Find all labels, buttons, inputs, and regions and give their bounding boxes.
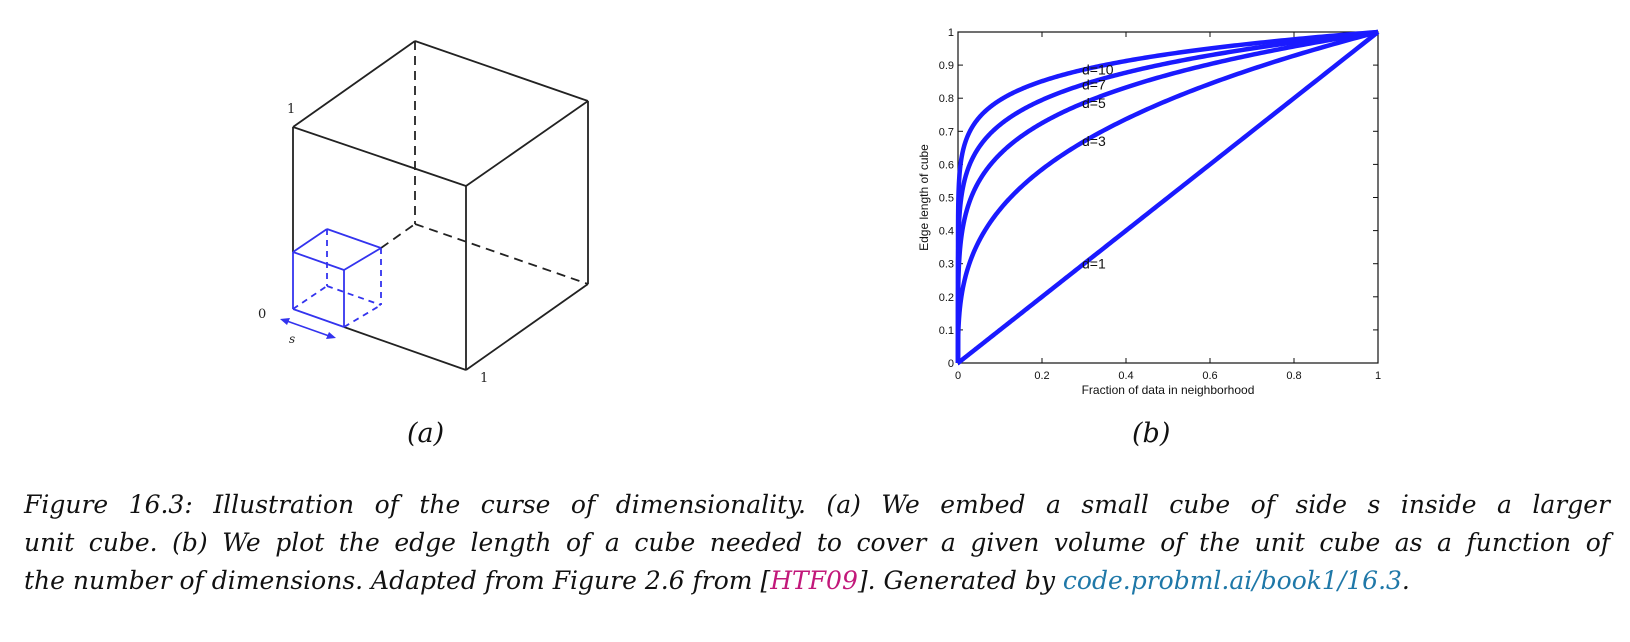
annotation-d-10: d=10 bbox=[1082, 62, 1114, 78]
small-hidden-edge bbox=[343, 304, 382, 328]
curve-d-1 bbox=[955, 30, 1380, 366]
x-tick-label: 0 bbox=[955, 370, 961, 382]
side-s-arrow bbox=[280, 318, 336, 339]
y-tick-label: 0 bbox=[948, 358, 954, 370]
large-cube-edge bbox=[292, 126, 467, 187]
sublabel-a: (a) bbox=[407, 418, 445, 449]
hidden-edge bbox=[414, 223, 589, 285]
x-tick-label: 0.2 bbox=[1034, 370, 1049, 382]
large-cube-edge bbox=[465, 100, 589, 187]
annotation-d-5: d=5 bbox=[1082, 95, 1106, 111]
small-hidden-edge bbox=[326, 285, 382, 306]
curve-annotations: d=10d=7 d=5 d=3 d=1 bbox=[1082, 62, 1114, 272]
small-cube-hidden bbox=[292, 229, 382, 328]
large-cube-hidden bbox=[380, 41, 589, 285]
caption-line-3-mid: ]. Generated by bbox=[857, 566, 1063, 595]
x-tick-label: 0.8 bbox=[1286, 370, 1301, 382]
figure-caption: Figure 16.3: Illustration of the curse o… bbox=[24, 486, 1610, 600]
large-cube-edge bbox=[343, 326, 467, 371]
caption-line-3-pre: the number of dimensions. Adapted from F… bbox=[24, 566, 771, 595]
large-cube-edge bbox=[292, 40, 416, 128]
code-link[interactable]: code.probml.ai/book1/16.3 bbox=[1062, 566, 1402, 595]
x-tick-label: 0.4 bbox=[1118, 370, 1133, 382]
y-tick-label: 0.1 bbox=[939, 325, 954, 337]
hidden-edge bbox=[380, 223, 416, 249]
y-tick-label: 0.9 bbox=[939, 60, 954, 72]
caption-line-1: Figure 16.3: Illustration of the curse o… bbox=[24, 490, 1610, 519]
y-tick-label: 0.7 bbox=[939, 126, 954, 138]
small-hidden-edge bbox=[292, 285, 328, 310]
label-right-1: 1 bbox=[480, 371, 488, 386]
y-tick-label: 0.6 bbox=[939, 159, 954, 171]
large-cube-edge bbox=[414, 40, 589, 102]
y-tick-label: 0.4 bbox=[939, 226, 954, 238]
axis-ticks: 0 0.2 0.4 0.6 0.8 1 0 0.1 0.2 0.3 0.4 0.5 0.6 0.7 0.8 0… bbox=[939, 27, 1381, 382]
small-cube-edge bbox=[292, 308, 345, 328]
panel-b-chart: 0 0.2 0.4 0.6 0.8 1 0 0.1 0.2 0.3 0.4 0.5 0.6 0.7 0.8 0… bbox=[820, 0, 1630, 470]
y-tick-label: 0.8 bbox=[939, 93, 954, 105]
large-cube-edge bbox=[465, 283, 589, 371]
label-side-s: s bbox=[289, 332, 295, 346]
annotation-d-3: d=3 bbox=[1082, 133, 1106, 149]
large-cube bbox=[292, 40, 589, 371]
panel-a-cube-illustration: 1 0 1 s (a) bbox=[0, 0, 820, 470]
x-axis-label: Fraction of data in neighborhood bbox=[1082, 383, 1255, 397]
y-tick-label: 1 bbox=[948, 27, 954, 39]
edge-length-chart: 0 0.2 0.4 0.6 0.8 1 0 0.1 0.2 0.3 0.4 0.5 0.6 0.7 0.8 0… bbox=[917, 27, 1381, 397]
small-cube bbox=[292, 228, 382, 328]
curve-d-3 bbox=[955, 29, 1379, 365]
x-tick-label: 0.6 bbox=[1202, 370, 1217, 382]
curve-d-10 bbox=[955, 29, 1379, 363]
y-tick-label: 0.5 bbox=[939, 193, 954, 205]
y-tick-label: 0.2 bbox=[939, 292, 954, 304]
label-origin-0: 0 bbox=[258, 307, 266, 322]
caption-line-2: unit cube. (b) We plot the edge length o… bbox=[24, 528, 1610, 557]
curve-d-7 bbox=[955, 29, 1379, 363]
curves bbox=[955, 29, 1380, 366]
small-cube-edge bbox=[292, 228, 328, 253]
curve-d-5 bbox=[955, 29, 1379, 363]
label-top-1: 1 bbox=[287, 102, 295, 117]
small-cube-edge bbox=[343, 247, 382, 271]
sublabel-b: (b) bbox=[1132, 418, 1171, 449]
annotation-d-7: d=7 bbox=[1082, 76, 1106, 92]
x-tick-label: 1 bbox=[1375, 370, 1381, 382]
caption-line-3: the number of dimensions. Adapted from F… bbox=[24, 562, 1610, 600]
annotation-d-1: d=1 bbox=[1082, 256, 1106, 272]
y-axis-label: Edge length of cube bbox=[917, 144, 931, 251]
small-cube-edge bbox=[292, 251, 345, 271]
cube-diagram: 1 0 1 s bbox=[258, 40, 589, 386]
citation-link[interactable]: HTF09 bbox=[770, 566, 858, 595]
y-tick-label: 0.3 bbox=[939, 259, 954, 271]
small-cube-edge bbox=[326, 228, 382, 249]
caption-line-3-post: . bbox=[1401, 566, 1410, 595]
